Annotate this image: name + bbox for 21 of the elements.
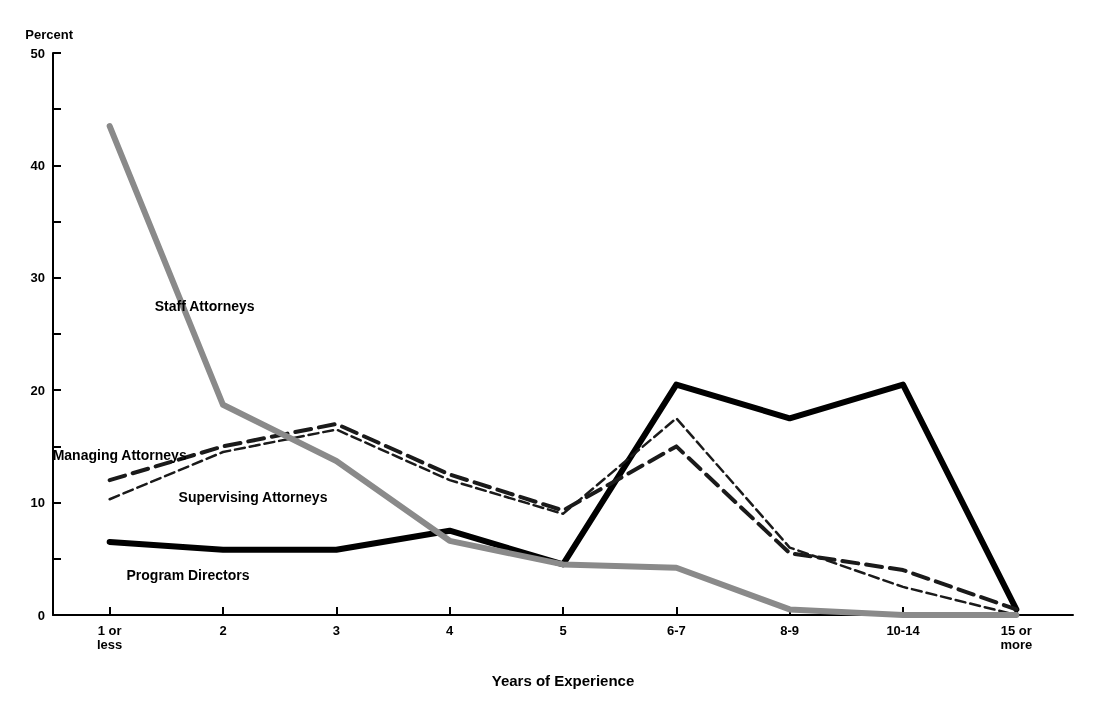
y-tick-label: 20 [30, 382, 45, 398]
y-tick-label: 0 [37, 607, 45, 623]
x-tick-label: 3 [332, 622, 340, 638]
x-tick-label: 1 or less [97, 622, 123, 652]
y-tick-label: 30 [30, 270, 45, 286]
x-tick-label: 8-9 [780, 622, 800, 638]
x-tick-label: 15 or more [1000, 622, 1033, 652]
y-axis-title: Percent [25, 27, 74, 42]
series-label: Supervising Attorneys [178, 489, 328, 506]
x-tick-label: 5 [559, 622, 567, 638]
x-tick-label: 2 [219, 622, 227, 638]
y-tick-label: 50 [30, 45, 45, 61]
series-label: Staff Attorneys [154, 298, 255, 315]
x-axis-title: Years of Experience [491, 672, 635, 689]
series-label: Program Directors [126, 566, 250, 583]
series-label: Managing Attorneys [52, 447, 187, 464]
y-tick-label: 40 [30, 157, 45, 173]
x-tick-label: 10-14 [886, 622, 921, 638]
x-tick-label: 4 [446, 622, 455, 638]
y-tick-label: 10 [30, 495, 45, 511]
x-tick-label: 6-7 [666, 622, 686, 638]
